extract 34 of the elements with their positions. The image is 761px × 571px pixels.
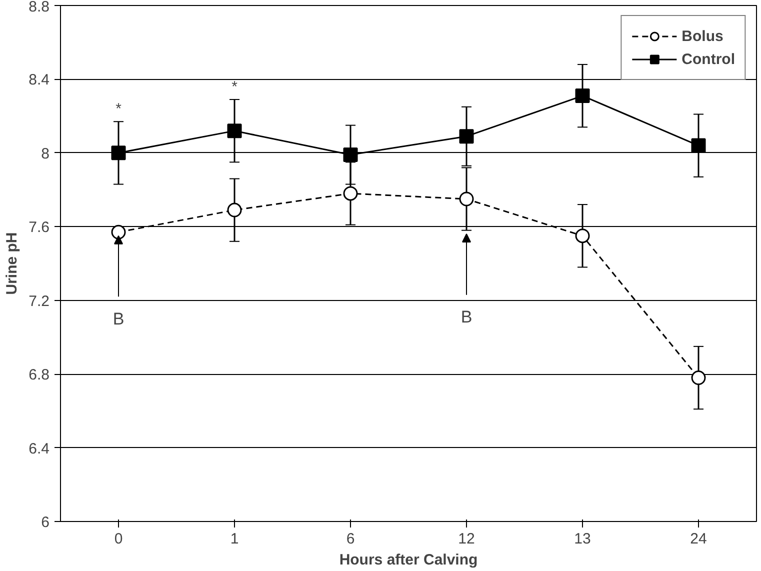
annotation: * xyxy=(116,100,122,118)
x-tick-label: 6 xyxy=(346,530,355,548)
legend-label: Control xyxy=(682,50,735,68)
x-tick-label: 12 xyxy=(458,530,475,548)
x-tick-label: 0 xyxy=(114,530,123,548)
y-tick-label: 8 xyxy=(41,145,50,162)
annotation: * xyxy=(232,78,238,96)
y-tick-label: 6 xyxy=(41,514,50,531)
y-tick-label: 8.8 xyxy=(28,0,50,16)
point xyxy=(227,202,242,218)
x-tick-label: 1 xyxy=(230,530,239,548)
point xyxy=(227,124,242,138)
y-tick-label: 7.6 xyxy=(28,219,50,236)
annotation: B xyxy=(460,308,472,327)
point xyxy=(111,224,126,240)
annotation: B xyxy=(112,310,124,329)
point xyxy=(575,88,590,104)
y-axis-title: Urine pH xyxy=(4,232,21,295)
point xyxy=(111,146,126,160)
point xyxy=(343,186,358,201)
y-tick-label: 8.4 xyxy=(28,72,50,89)
legend-label: Bolus xyxy=(682,28,724,44)
point xyxy=(575,228,590,244)
x-tick-label: 13 xyxy=(574,530,591,548)
point xyxy=(459,129,474,144)
point xyxy=(343,148,358,162)
point xyxy=(691,138,706,153)
x-axis-title: Hours after Calving xyxy=(339,552,478,568)
x-tick-label: 24 xyxy=(690,530,707,548)
point xyxy=(691,370,706,385)
y-tick-label: 7.2 xyxy=(28,292,50,310)
y-tick-label: 6.8 xyxy=(28,366,50,384)
y-tick-label: 6.4 xyxy=(28,440,50,458)
point xyxy=(459,192,474,206)
